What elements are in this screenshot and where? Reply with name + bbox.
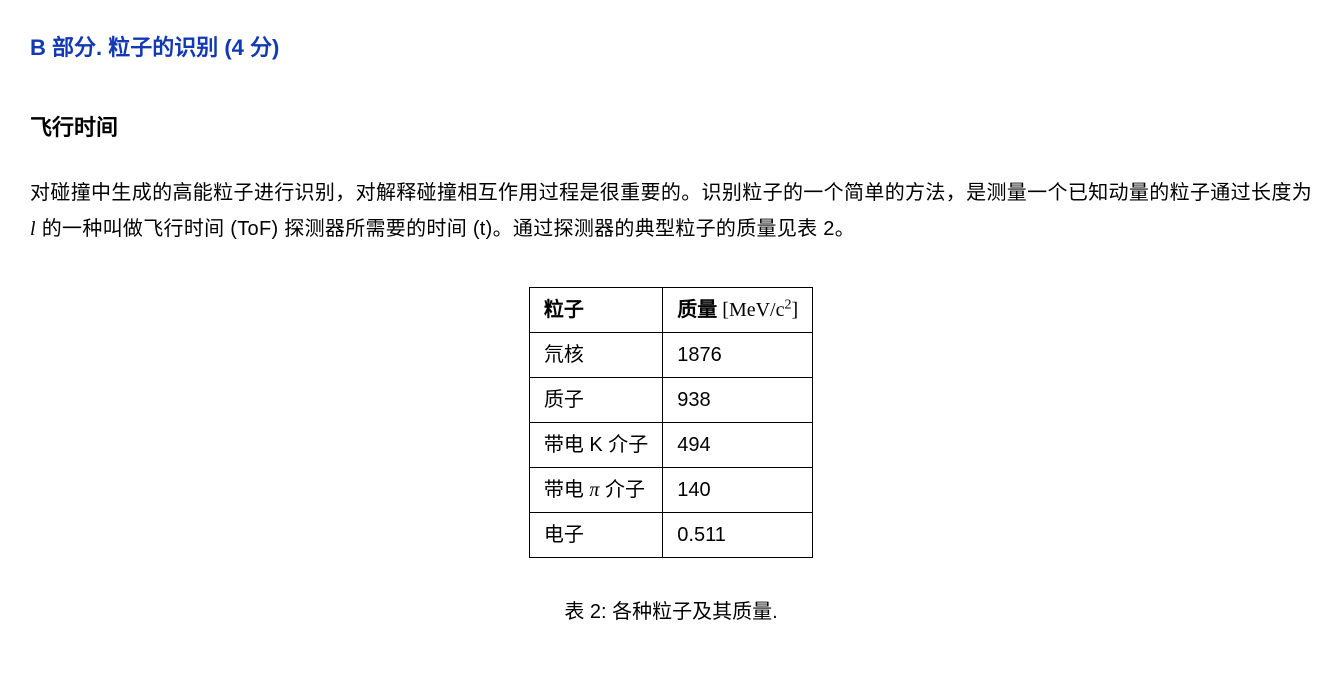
cell-particle-prefix: 带电 — [544, 479, 590, 501]
table-row: 氘核 1876 — [529, 333, 812, 378]
mass-unit-suffix: ] — [791, 299, 798, 321]
section-heading: B 部分. 粒子的识别 (4 分) — [30, 28, 1312, 68]
cell-mass: 938 — [663, 378, 813, 423]
sub-heading-flight-time: 飞行时间 — [30, 108, 1312, 148]
cell-particle: 质子 — [529, 378, 662, 423]
body-paragraph: 对碰撞中生成的高能粒子进行识别，对解释碰撞相互作用过程是很重要的。识别粒子的一个… — [30, 175, 1312, 247]
table-header-particle: 粒子 — [529, 288, 662, 333]
table-header-row: 粒子 质量 [MeV/c2] — [529, 288, 812, 333]
mass-label: 质量 — [677, 299, 717, 321]
particle-mass-table: 粒子 质量 [MeV/c2] 氘核 1876 质子 938 带电 K 介子 49… — [529, 287, 813, 558]
table-header-mass: 质量 [MeV/c2] — [663, 288, 813, 333]
paragraph-part1: 对碰撞中生成的高能粒子进行识别，对解释碰撞相互作用过程是很重要的。识别粒子的一个… — [30, 182, 1312, 204]
cell-particle: 带电 π 介子 — [529, 468, 662, 513]
cell-mass: 140 — [663, 468, 813, 513]
cell-particle: 氘核 — [529, 333, 662, 378]
cell-mass: 0.511 — [663, 513, 813, 558]
cell-particle: 电子 — [529, 513, 662, 558]
cell-particle-suffix: 介子 — [599, 479, 645, 501]
cell-mass: 1876 — [663, 333, 813, 378]
mass-unit-prefix: [MeV/c — [717, 299, 784, 321]
table-caption: 表 2: 各种粒子及其质量. — [30, 594, 1312, 630]
table-row: 带电 K 介子 494 — [529, 423, 812, 468]
paragraph-part2: 的一种叫做飞行时间 (ToF) 探测器所需要的时间 (t)。通过探测器的典型粒子… — [36, 218, 855, 240]
cell-particle: 带电 K 介子 — [529, 423, 662, 468]
table-row: 质子 938 — [529, 378, 812, 423]
table-row: 电子 0.511 — [529, 513, 812, 558]
pi-symbol: π — [589, 479, 599, 501]
table-row: 带电 π 介子 140 — [529, 468, 812, 513]
cell-mass: 494 — [663, 423, 813, 468]
mass-unit: [MeV/c2] — [717, 299, 798, 321]
